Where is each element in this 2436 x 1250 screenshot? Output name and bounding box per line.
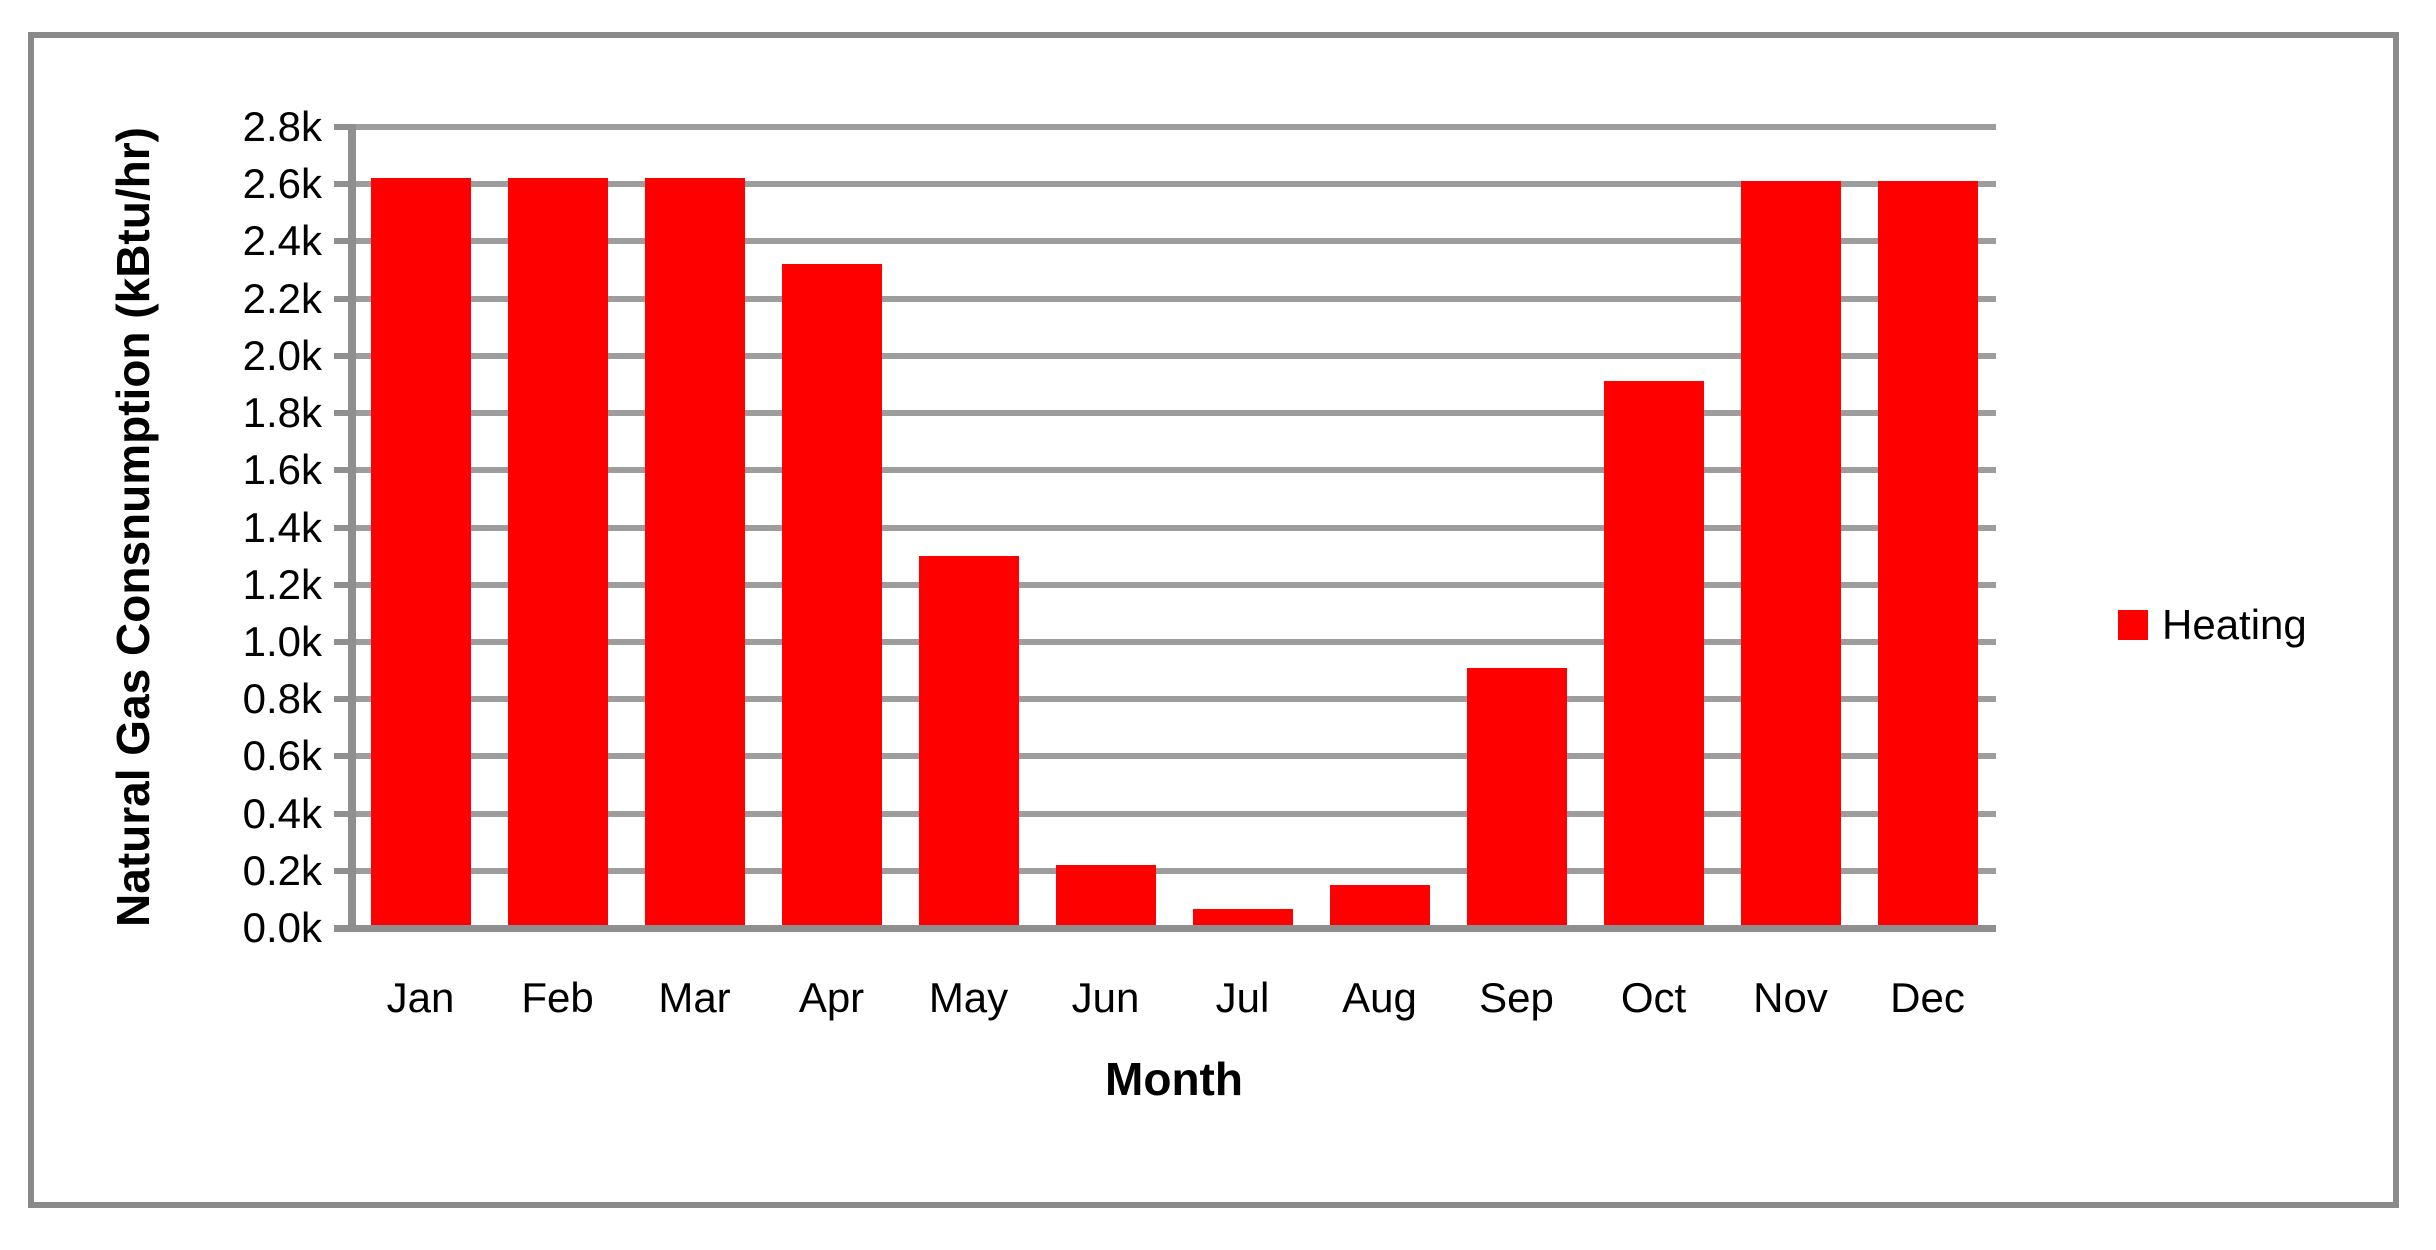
gridline: [352, 753, 1996, 760]
y-axis-line: [348, 124, 356, 928]
bar-apr: [781, 264, 882, 925]
gridline: [352, 295, 1996, 302]
bar-feb: [507, 178, 608, 925]
y-axis-tick-label: 0.6k: [242, 732, 322, 780]
bar-sep: [1466, 667, 1567, 925]
x-axis-tick-label-oct: Oct: [1620, 974, 1687, 1021]
gridline: [352, 467, 1996, 474]
gridline: [352, 581, 1996, 588]
y-axis-tick-label: 1.0k: [242, 617, 322, 665]
y-axis-tick-label: 2.6k: [242, 160, 322, 208]
bar-jun: [1055, 864, 1156, 925]
y-axis-tick: [334, 238, 352, 245]
figure-border: [28, 32, 2399, 1208]
x-axis-tick-label-apr: Apr: [798, 974, 865, 1021]
bar-jan: [370, 178, 471, 925]
y-axis-title: Natural Gas Consnumption (kBtu/hr): [107, 127, 159, 927]
bar-oct: [1603, 381, 1704, 925]
gridline: [352, 352, 1996, 359]
y-axis-tick: [334, 124, 352, 130]
bar-jul: [1192, 909, 1293, 925]
x-axis-tick-label-may: May: [928, 974, 1009, 1021]
x-axis-tick-label-jul: Jul: [1215, 974, 1270, 1021]
x-axis-tick-label-dec: Dec: [1890, 974, 1965, 1021]
gridline: [352, 867, 1996, 874]
bar-mar: [644, 178, 745, 925]
y-axis-tick: [334, 867, 352, 874]
y-axis-tick-label: 2.4k: [242, 217, 322, 265]
bar-dec: [1877, 181, 1978, 925]
gridline: [352, 181, 1996, 188]
y-axis-tick: [334, 638, 352, 645]
y-axis-tick-label: 2.2k: [242, 274, 322, 322]
x-axis-tick-label-aug: Aug: [1342, 974, 1417, 1021]
gridline: [352, 638, 1996, 645]
y-axis-tick-label: 0.2k: [242, 846, 322, 894]
y-axis-tick-label: 1.8k: [242, 389, 322, 437]
gridline: [352, 696, 1996, 703]
gridline: [352, 524, 1996, 531]
x-axis-title: Month: [1105, 1053, 1243, 1105]
y-axis-tick: [334, 753, 352, 760]
y-axis-tick: [334, 524, 352, 531]
gridline: [352, 410, 1996, 417]
y-axis-tick: [334, 581, 352, 588]
y-axis-tick: [334, 467, 352, 474]
legend: Heating: [2118, 604, 2307, 646]
gridline: [352, 810, 1996, 817]
x-axis-tick-label-jun: Jun: [1071, 974, 1140, 1021]
y-axis-tick: [334, 181, 352, 188]
y-axis-tick-label: 2.0k: [242, 331, 322, 379]
y-axis-tick: [334, 696, 352, 703]
bar-nov: [1740, 181, 1841, 925]
y-axis-tick: [334, 410, 352, 417]
y-axis-tick-label: 1.4k: [242, 503, 322, 551]
y-axis-tick: [334, 295, 352, 302]
y-axis-tick-label: 1.6k: [242, 446, 322, 494]
x-axis-tick-label-mar: Mar: [658, 974, 731, 1021]
x-axis-tick-label-sep: Sep: [1479, 974, 1554, 1021]
legend-swatch-heating-icon: [2118, 610, 2148, 640]
y-axis-tick: [334, 810, 352, 817]
x-axis-tick-label-nov: Nov: [1753, 974, 1828, 1021]
legend-label: Heating: [2162, 601, 2307, 648]
x-axis-line: [334, 925, 1996, 932]
gridline: [352, 124, 1996, 130]
y-axis-tick-label: 0.4k: [242, 789, 322, 837]
y-axis-tick-label: 1.2k: [242, 560, 322, 608]
x-axis-tick-label-jan: Jan: [386, 974, 455, 1021]
gridline: [352, 238, 1996, 245]
x-axis-tick-label-feb: Feb: [521, 974, 594, 1021]
bar-may: [918, 555, 1019, 925]
y-axis-tick-label: 2.8k: [242, 103, 322, 150]
y-axis-tick: [334, 352, 352, 359]
y-axis-tick-label: 0.8k: [242, 675, 322, 723]
y-axis-tick-label: 0.0k: [242, 904, 322, 951]
bar-aug: [1329, 884, 1430, 925]
